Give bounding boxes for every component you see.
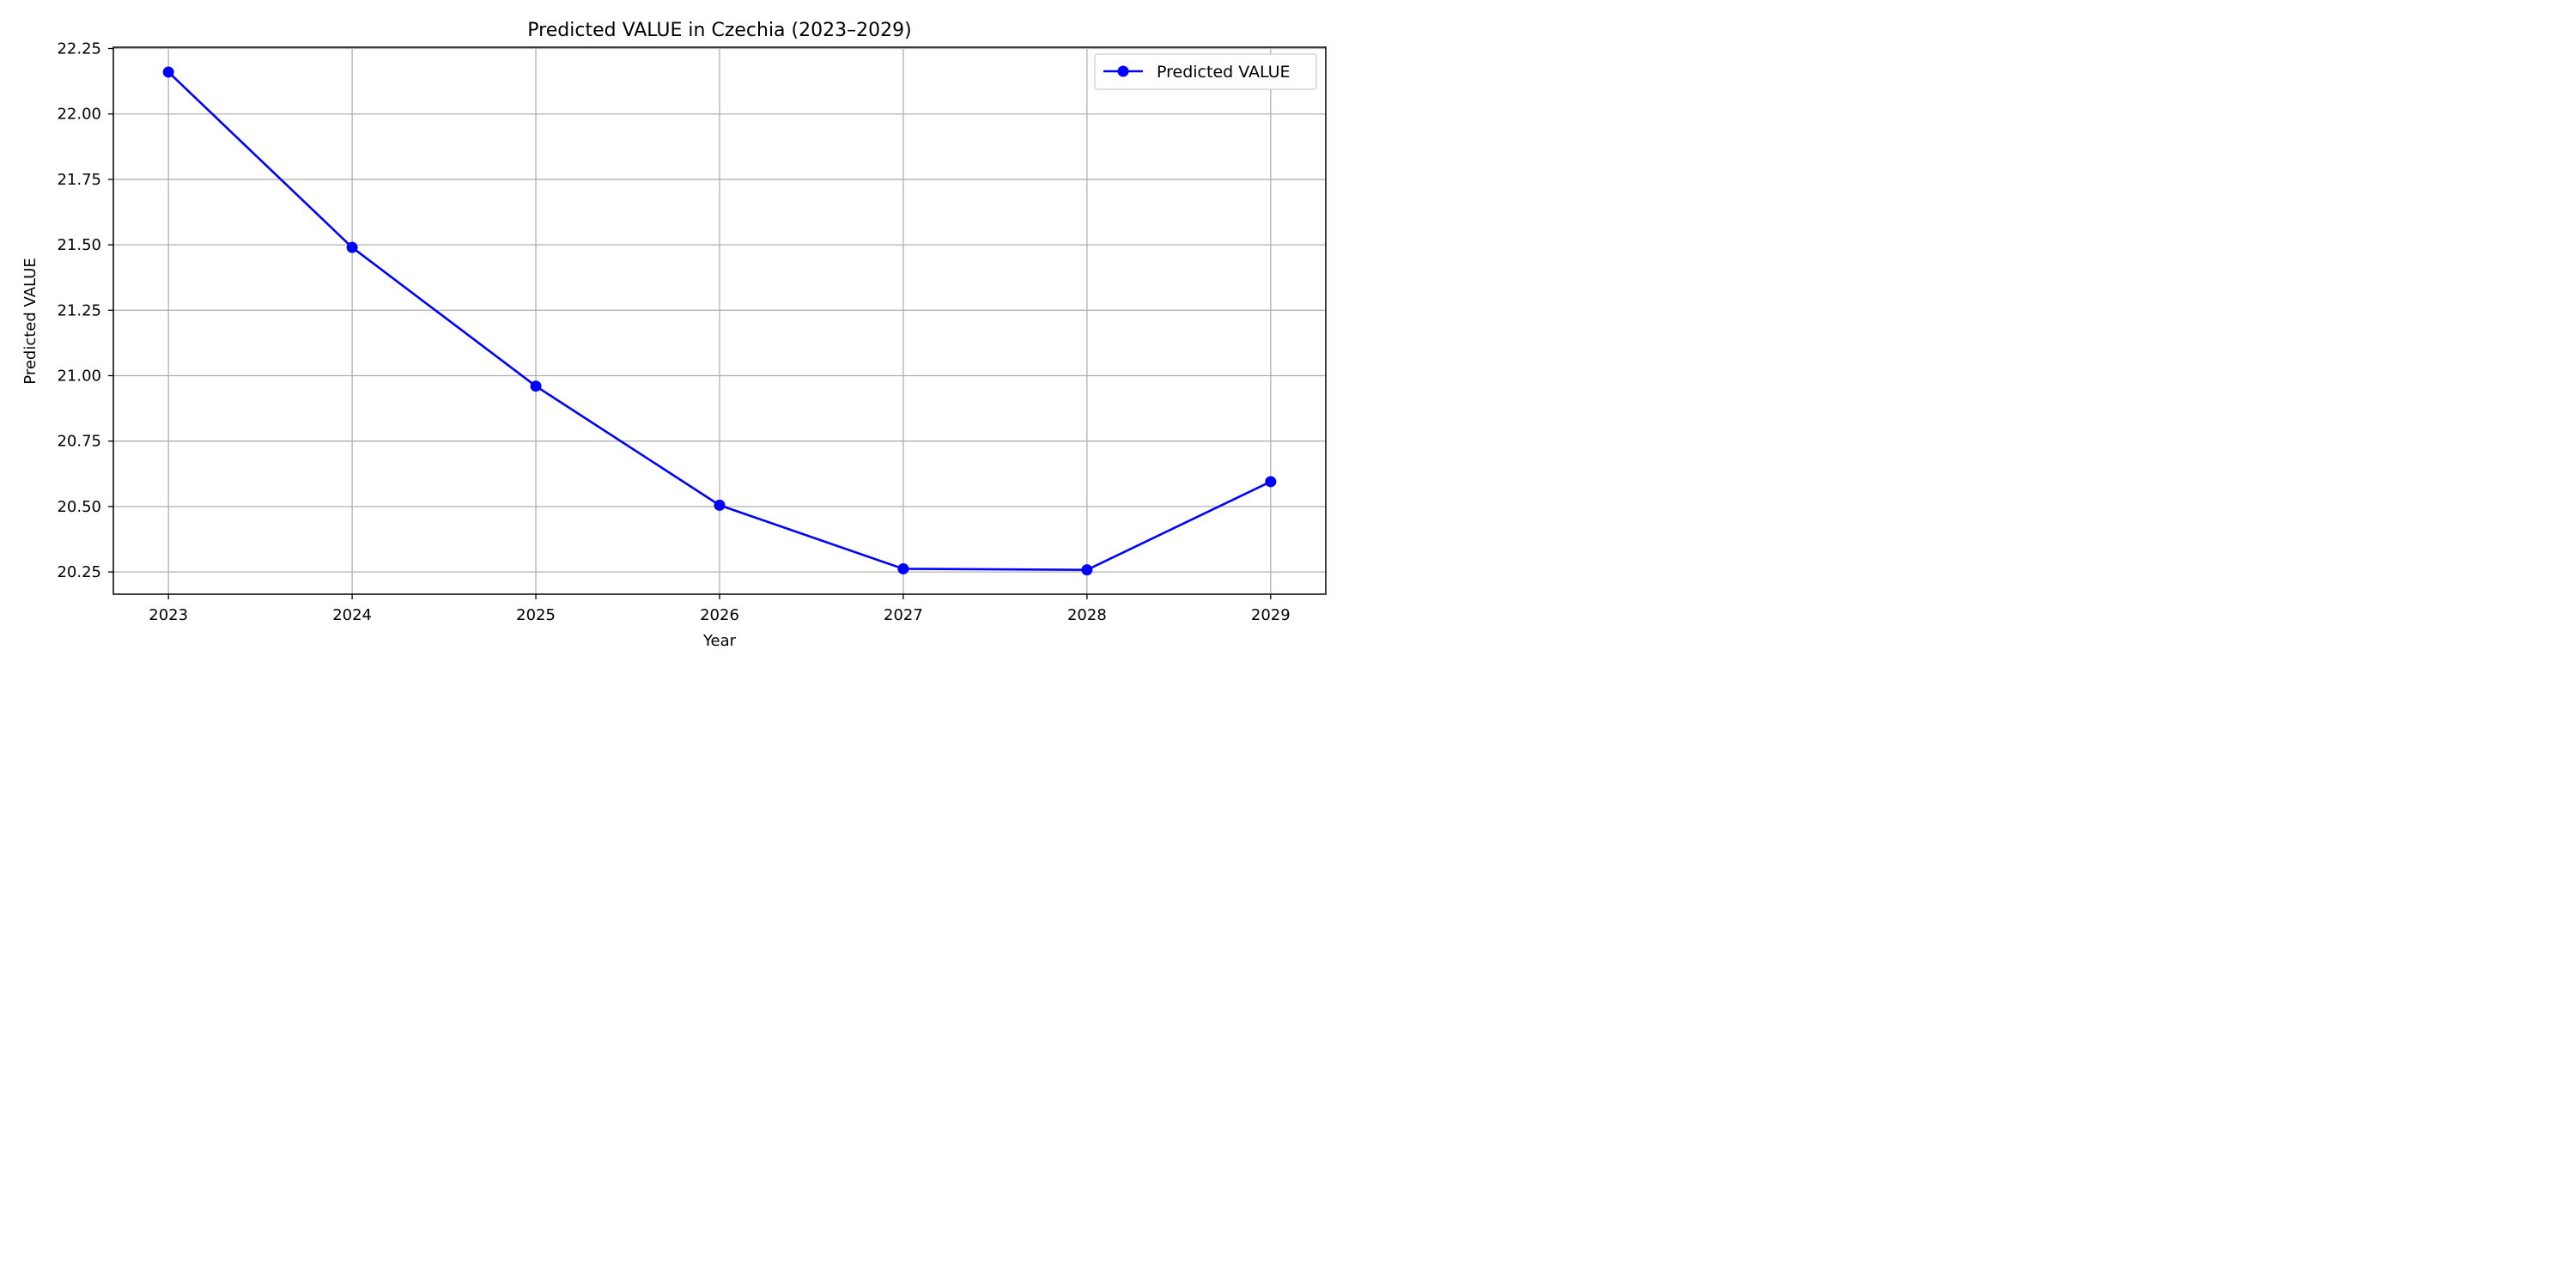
y-tick-label: 22.25 (57, 40, 101, 58)
data-point (1081, 564, 1093, 576)
data-point (162, 66, 174, 78)
y-tick-label: 21.50 (57, 236, 101, 254)
grid-lines (113, 47, 1326, 594)
x-tick-label: 2027 (884, 606, 923, 624)
x-tick-label: 2023 (149, 606, 188, 624)
y-axis-label: Predicted VALUE (21, 258, 39, 384)
legend: Predicted VALUE (1094, 53, 1317, 90)
x-tick-label: 2025 (516, 606, 556, 624)
x-tick-label: 2029 (1251, 606, 1291, 624)
x-tick-label: 2028 (1067, 606, 1107, 624)
data-point (346, 241, 358, 253)
legend-box (1094, 53, 1317, 90)
y-tick-label: 20.75 (57, 433, 101, 451)
chart-background (0, 0, 1343, 671)
data-point (530, 380, 542, 392)
data-point (897, 562, 909, 574)
x-tick-label: 2026 (700, 606, 739, 624)
y-tick-label: 21.75 (57, 171, 101, 189)
data-point (1265, 476, 1277, 488)
legend-series-label: Predicted VALUE (1157, 63, 1291, 82)
plot-frame (112, 46, 1327, 595)
y-tick-label: 22.00 (57, 106, 101, 124)
chart-container: 2023 2024 2025 2026 2027 2028 2029 20.25 20.50 20… (0, 0, 1343, 671)
line-chart: 2023 2024 2025 2026 2027 2028 2029 20.25 20.50 20… (0, 0, 1343, 671)
axes: 2023 2024 2025 2026 2027 2028 2029 20.25 20.50 20… (57, 40, 1327, 624)
series-layer (162, 66, 1277, 576)
chart-title: Predicted VALUE in Czechia (2023–2029) (527, 20, 911, 41)
x-axis-label: Year (702, 632, 737, 650)
y-tick-label: 21.00 (57, 368, 101, 386)
y-tick-label: 20.25 (57, 563, 101, 581)
legend-series-marker (1117, 65, 1129, 77)
data-point (714, 499, 726, 511)
y-tick-label: 21.25 (57, 301, 101, 319)
x-tick-label: 2024 (332, 606, 372, 624)
y-tick-label: 20.50 (57, 498, 101, 516)
